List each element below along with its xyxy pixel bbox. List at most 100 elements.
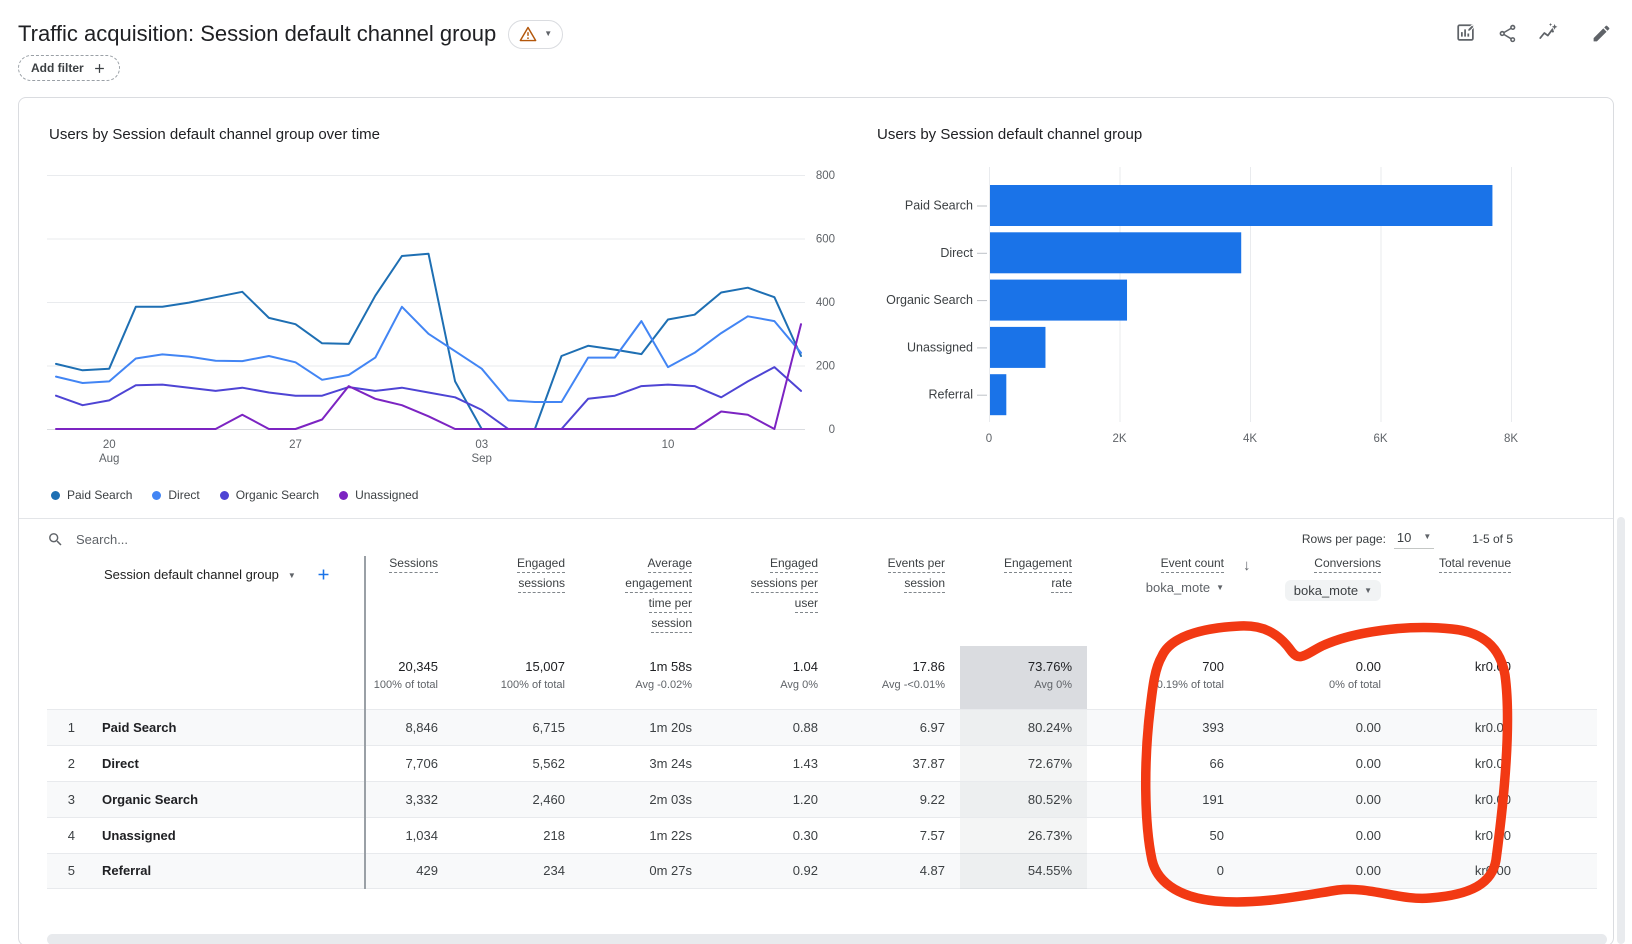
report-card: Users by Session default channel group o… — [18, 97, 1614, 944]
cell-event-count: 393 — [1202, 719, 1224, 735]
cell-avg-engagement-time: 1m 20s — [649, 719, 692, 735]
total-value: 15,007 — [525, 659, 565, 674]
cell-sessions: 429 — [416, 863, 438, 878]
svg-text:6K: 6K — [1373, 433, 1387, 445]
channel-name: Paid Search — [102, 719, 177, 735]
section-divider — [19, 518, 1613, 519]
vertical-scrollbar[interactable] — [1617, 517, 1625, 944]
legend-label: Unassigned — [355, 488, 419, 502]
column-header-engaged-sessions[interactable]: Engaged sessions — [453, 556, 580, 596]
cell-engaged-sessions: 5,562 — [532, 755, 565, 771]
table-row-referral[interactable]: 5 Referral 429 234 0m 27s 0.92 4.87 54.55% 0 0.00… — [47, 853, 1597, 889]
share-icon — [1499, 24, 1515, 42]
total-avg-engagement-time: 1m 58s Avg -0.02% — [580, 646, 707, 709]
event-selector-value: boka_mote — [1145, 580, 1211, 595]
cell-events-per-session: 4.87 — [919, 863, 945, 878]
column-header-label: Events per — [887, 556, 945, 573]
table-row-paid-search[interactable]: 1 Paid Search 8,846 6,715 1m 20s 0.88 6.97 80.2… — [47, 709, 1597, 746]
line-chart: 0 200 400 600 800 20 Aug 27 03 Sep 10 — [47, 170, 835, 465]
total-sub-label: Avg -<0.01% — [881, 679, 945, 691]
column-header-conversions[interactable]: ↓ Conversions boka_mote ▼ — [1239, 556, 1396, 601]
cell-sessions: 3,332 — [405, 791, 438, 807]
total-value: 0.00 — [1355, 659, 1381, 674]
svg-text:2K: 2K — [1112, 433, 1126, 445]
column-header-label: time per — [648, 596, 692, 613]
svg-text:10: 10 — [662, 439, 675, 451]
cell-events-per-session: 9.22 — [919, 791, 945, 807]
cell-total-revenue: kr0.00 — [1474, 863, 1511, 878]
rows-per-page-value: 10 — [1396, 529, 1412, 545]
svg-text:20: 20 — [103, 439, 116, 451]
cell-event-count: 66 — [1209, 755, 1224, 771]
cell-engaged-sessions: 2,460 — [532, 791, 565, 807]
edit-report-button[interactable] — [1588, 20, 1614, 46]
plus-icon — [94, 63, 104, 73]
total-sub-label: 0% of total — [1329, 679, 1381, 691]
bar-chart-title: Users by Session default channel group — [877, 126, 1143, 143]
chevron-down-icon: ▼ — [1423, 532, 1432, 541]
column-header-sessions[interactable]: Sessions — [364, 556, 453, 576]
table-totals-row: 20,345 100% of total 15,007 100% of total 1m… — [47, 646, 1597, 709]
cell-avg-engagement-time: 1m 22s — [649, 827, 692, 843]
column-header-event-count[interactable]: Event count boka_mote ▼ — [1087, 556, 1239, 595]
chevron-down-icon[interactable]: ▼ — [287, 570, 296, 580]
column-header-engagement-rate[interactable]: Engagement rate — [960, 556, 1087, 596]
sort-descending-icon: ↓ — [1243, 557, 1251, 574]
svg-text:Aug: Aug — [99, 453, 119, 465]
search-input[interactable] — [74, 530, 358, 548]
dimension-metrics-divider — [364, 556, 366, 889]
add-filter-button[interactable]: Add filter — [18, 55, 120, 81]
legend-item-paid-search: Paid Search — [51, 488, 132, 502]
pencil-icon — [1593, 25, 1609, 41]
total-total-revenue: kr0.00 — [1396, 646, 1526, 709]
row-number: 1 — [67, 719, 75, 735]
legend-label: Direct — [168, 488, 200, 502]
conversions-event-selector[interactable]: boka_mote ▼ — [1284, 580, 1381, 601]
rows-per-page-select[interactable]: 10 ▼ — [1393, 529, 1435, 549]
column-header-label: Total revenue — [1438, 556, 1511, 573]
dimension-selector[interactable]: Session default channel group — [104, 567, 279, 582]
page-title: Traffic acquisition: Session default cha… — [18, 21, 497, 46]
column-header-events-per-session[interactable]: Events per session — [833, 556, 960, 596]
data-quality-badge[interactable]: ▼ — [508, 19, 564, 49]
svg-text:Unassigned: Unassigned — [907, 340, 973, 354]
total-engaged-sessions: 15,007 100% of total — [453, 646, 580, 709]
cell-avg-engagement-time: 2m 03s — [649, 791, 692, 807]
horizontal-scrollbar[interactable] — [47, 934, 1607, 944]
svg-text:600: 600 — [816, 234, 835, 246]
cell-total-revenue: kr0.00 — [1474, 827, 1511, 843]
share-button[interactable] — [1494, 20, 1520, 46]
svg-text:8K: 8K — [1504, 433, 1518, 445]
column-header-engaged-sessions-per-user[interactable]: Engaged sessions per user — [707, 556, 833, 616]
insights-button[interactable] — [1535, 20, 1561, 46]
total-value: 20,345 — [398, 659, 438, 674]
row-number: 2 — [67, 755, 75, 771]
cell-engaged-sessions-per-user: 0.30 — [792, 827, 818, 843]
event-selector-value: boka_mote — [1293, 583, 1359, 598]
column-header-label: Engaged — [516, 556, 565, 573]
add-dimension-button[interactable] — [315, 566, 332, 583]
svg-text:Direct: Direct — [940, 246, 973, 260]
legend-item-unassigned: Unassigned — [339, 488, 418, 502]
insights-icon — [1539, 22, 1558, 39]
column-header-avg-engagement-time[interactable]: Average engagement time per session — [580, 556, 707, 636]
event-count-event-selector[interactable]: boka_mote ▼ — [1146, 580, 1224, 595]
channel-name: Organic Search — [102, 791, 199, 807]
column-header-total-revenue[interactable]: Total revenue — [1396, 556, 1526, 576]
table-row-direct[interactable]: 2 Direct 7,706 5,562 3m 24s 1.43 37.87 72.67% 66… — [47, 745, 1597, 782]
report-header: Traffic acquisition: Session default cha… — [18, 18, 564, 50]
table-row-unassigned[interactable]: 4 Unassigned 1,034 218 1m 22s 0.30 7.57 26.73% 5… — [47, 817, 1597, 854]
table-toolbar: Rows per page: 10 ▼ 1-5 of 5 — [47, 522, 1585, 556]
cell-conversions: 0.00 — [1355, 827, 1381, 843]
table-row-organic-search[interactable]: 3 Organic Search 3,332 2,460 2m 03s 1.20 9.22 8… — [47, 781, 1597, 818]
total-conversions: 0.00 0% of total — [1239, 646, 1396, 709]
line-chart-title: Users by Session default channel group o… — [49, 126, 381, 143]
customize-chart-button[interactable] — [1453, 20, 1479, 46]
cell-engaged-sessions-per-user: 1.20 — [792, 791, 818, 807]
cell-engaged-sessions: 234 — [543, 863, 565, 878]
column-header-label: Event count — [1160, 556, 1224, 573]
total-engagement-rate: 73.76% Avg 0% — [960, 646, 1087, 709]
legend-label: Organic Search — [235, 488, 320, 502]
cell-conversions: 0.00 — [1355, 863, 1381, 878]
